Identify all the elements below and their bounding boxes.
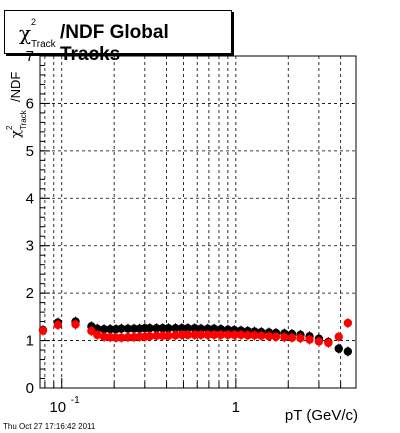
data-point (203, 330, 212, 340)
y-tick-label: 3 (26, 238, 34, 255)
data-point (334, 344, 343, 353)
x-tick-exponent: -1 (71, 395, 80, 406)
data-point (183, 324, 193, 333)
y-tick-label: 1 (26, 333, 34, 350)
data-point (164, 324, 173, 333)
data-point (93, 330, 102, 340)
data-point (158, 324, 167, 333)
y-tick-labels: 0 1 2 3 4 5 6 7 (26, 48, 34, 397)
data-point (99, 332, 109, 341)
y-label-suffix: /NDF (8, 72, 23, 102)
data-point (123, 333, 133, 342)
data-point (257, 331, 266, 341)
data-point (343, 318, 353, 328)
x-axis-label: pT (GeV/c) (285, 407, 358, 424)
data-point (158, 331, 167, 341)
data-point (177, 324, 187, 333)
chart-title: /NDF Global Tracks (60, 22, 169, 65)
y-tick-label: 0 (26, 380, 34, 397)
data-point (305, 335, 314, 344)
data-point (152, 331, 161, 341)
x-tick-label: 10 (49, 399, 66, 416)
data-point (99, 324, 109, 334)
y-tick-label: 7 (26, 48, 34, 65)
data-point (123, 324, 133, 333)
data-point (271, 332, 281, 341)
data-point (145, 332, 154, 341)
data-point (343, 347, 353, 356)
data-point (190, 330, 199, 340)
data-point (171, 331, 180, 340)
data-point (223, 330, 233, 340)
x-tick-labels: 10 -1 1 (49, 395, 240, 416)
axis-ticks (40, 55, 342, 389)
data-point (196, 330, 206, 340)
data-point (190, 324, 199, 333)
y-tick-label: 6 (26, 95, 34, 112)
title-subscript: Track (31, 39, 56, 50)
data-point (145, 324, 154, 333)
plot-frame (39, 55, 357, 389)
data-point (216, 330, 226, 340)
y-tick-label: 5 (26, 143, 34, 160)
y-tick-label: 2 (26, 285, 34, 302)
timestamp: Thu Oct 27 17:16:42 2011 (3, 422, 96, 431)
data-point (38, 326, 48, 335)
chart-title-box: χ 2 Track /NDF Global Tracks (4, 10, 232, 65)
y-label-symbol: χ (9, 130, 24, 138)
data-point (230, 330, 239, 340)
y-tick-label: 4 (26, 190, 34, 207)
data-point (209, 324, 219, 333)
y-axis-label: χ 2 Track /NDF (5, 72, 28, 138)
data-point (53, 320, 63, 330)
data-point (164, 331, 173, 341)
data-point (152, 324, 161, 333)
data-point (203, 324, 212, 333)
data-points (38, 316, 353, 357)
data-point (287, 333, 297, 342)
data-point (236, 330, 246, 340)
data-point (334, 332, 343, 341)
data-point (243, 331, 252, 340)
data-point (264, 332, 274, 341)
data-point (209, 330, 219, 340)
x-tick-label: 1 (232, 399, 240, 416)
data-point (280, 333, 289, 342)
y-label-subscript: Track (19, 109, 28, 130)
data-point (314, 337, 324, 346)
title-superscript: 2 (31, 17, 37, 27)
data-point (196, 324, 206, 333)
data-point (183, 330, 193, 340)
data-point (71, 320, 80, 329)
y-label-superscript: 2 (5, 125, 14, 130)
data-point (117, 333, 126, 342)
data-point (250, 331, 259, 340)
data-point (106, 324, 115, 334)
data-point (117, 324, 126, 333)
data-point (324, 338, 333, 348)
title-chi-symbol: χ (19, 21, 32, 45)
data-point (296, 334, 305, 343)
data-point (177, 330, 187, 340)
data-point (171, 324, 180, 333)
